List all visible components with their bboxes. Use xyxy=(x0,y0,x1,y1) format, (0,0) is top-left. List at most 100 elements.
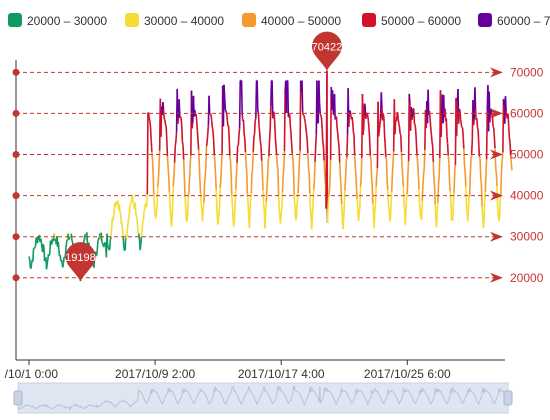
series-segment xyxy=(293,195,296,205)
series-segment xyxy=(327,192,331,197)
series-segment xyxy=(232,220,236,227)
series-segment xyxy=(63,255,67,259)
legend-item[interactable]: 50000 – 60000 xyxy=(362,13,461,28)
series-segment xyxy=(368,137,372,156)
series-segment xyxy=(308,173,311,194)
series-segment xyxy=(249,200,252,212)
series-segment xyxy=(247,202,250,216)
series-segment xyxy=(235,162,238,176)
series-segment xyxy=(336,128,339,134)
series-segment xyxy=(400,134,403,152)
series-segment xyxy=(116,200,119,204)
data-zoom-slider[interactable] xyxy=(13,382,513,414)
series-segment xyxy=(172,176,175,187)
series-segment xyxy=(34,237,37,247)
x-tick-label: /10/1 0:00 xyxy=(5,367,59,381)
series-segment xyxy=(156,180,160,188)
series-segment xyxy=(283,93,286,152)
series-segment xyxy=(433,186,437,205)
mark-line-label: 20000 xyxy=(510,271,544,285)
series-segment xyxy=(498,197,502,218)
series-segment xyxy=(354,167,357,177)
series-segment xyxy=(275,146,278,156)
series-segment xyxy=(140,236,143,245)
series-segment xyxy=(142,220,145,223)
series-segment xyxy=(275,155,279,166)
series-segment xyxy=(355,190,359,199)
series-segment xyxy=(227,125,230,140)
mark-line-label: 50000 xyxy=(510,148,544,162)
series-segment xyxy=(491,116,494,127)
series-segment xyxy=(299,80,302,151)
series-segment xyxy=(362,103,366,128)
zoom-track[interactable] xyxy=(17,382,509,414)
series-segment xyxy=(466,209,470,222)
series-segment xyxy=(366,115,370,121)
series-segment xyxy=(484,172,487,193)
legend-item[interactable]: 40000 – 50000 xyxy=(242,13,341,28)
zoom-handle[interactable] xyxy=(13,390,23,406)
series-segment xyxy=(494,167,498,173)
series-segment xyxy=(383,117,386,136)
legend[interactable]: 20000 – 30000 30000 – 40000 40000 – 50000 5… xyxy=(8,13,550,28)
series-segment xyxy=(197,139,200,150)
series-segment xyxy=(129,204,132,207)
legend-item[interactable]: 30000 – 40000 xyxy=(125,13,224,28)
series-segment xyxy=(255,80,258,118)
mark-points[interactable]: 19198 70422 xyxy=(65,31,343,282)
series-segment xyxy=(509,142,512,156)
legend-swatch xyxy=(8,13,22,27)
series-segment xyxy=(370,158,373,177)
series-segment xyxy=(231,205,234,220)
series-segment xyxy=(367,120,370,129)
series-segment xyxy=(126,225,129,233)
series-segment xyxy=(268,140,271,157)
legend-item[interactable]: 60000 – 7 xyxy=(478,13,550,28)
series-segment xyxy=(65,239,69,242)
series-segment xyxy=(500,170,503,194)
series-segment xyxy=(107,247,110,250)
series-segment xyxy=(230,173,233,196)
series-segment xyxy=(510,162,513,171)
series-segment xyxy=(162,109,165,119)
series-segment xyxy=(146,112,149,195)
series-segment xyxy=(102,243,106,248)
series-segment xyxy=(223,84,226,98)
legend-label: 20000 – 30000 xyxy=(27,14,107,28)
legend-item[interactable]: 20000 – 30000 xyxy=(8,13,107,28)
series-segment xyxy=(214,174,217,190)
series-segment xyxy=(264,201,268,212)
series-segment xyxy=(485,159,488,173)
series-segment xyxy=(276,165,279,171)
series-segment xyxy=(175,132,178,142)
pin-label: 19198 xyxy=(65,252,96,264)
series-segment xyxy=(403,205,406,209)
series-segment xyxy=(351,116,354,122)
series-segment xyxy=(472,118,476,126)
series-segment xyxy=(307,153,310,169)
series-segment xyxy=(351,121,355,132)
mark-point-min[interactable]: 19198 xyxy=(65,242,96,282)
series-segment xyxy=(196,130,199,141)
series-segment xyxy=(489,114,492,123)
series-segment xyxy=(453,164,457,171)
zoom-handle[interactable] xyxy=(503,390,513,406)
series-segment xyxy=(216,207,219,221)
series-segment xyxy=(138,233,141,241)
series-segment xyxy=(370,175,373,186)
series-segment xyxy=(493,138,496,149)
series-segment xyxy=(250,173,253,194)
series-segment xyxy=(392,151,395,163)
series-segment xyxy=(140,229,143,237)
series-segment xyxy=(54,238,57,241)
series-segment xyxy=(225,112,229,120)
series-segment xyxy=(382,113,385,118)
series-segment xyxy=(274,137,277,147)
series-segment xyxy=(245,163,248,172)
series-segment xyxy=(292,170,295,196)
series-segment xyxy=(171,207,174,221)
mark-point-max[interactable]: 70422 xyxy=(312,31,343,71)
series-segment xyxy=(258,126,261,134)
series-segment xyxy=(303,118,307,123)
series-segment xyxy=(46,259,49,265)
